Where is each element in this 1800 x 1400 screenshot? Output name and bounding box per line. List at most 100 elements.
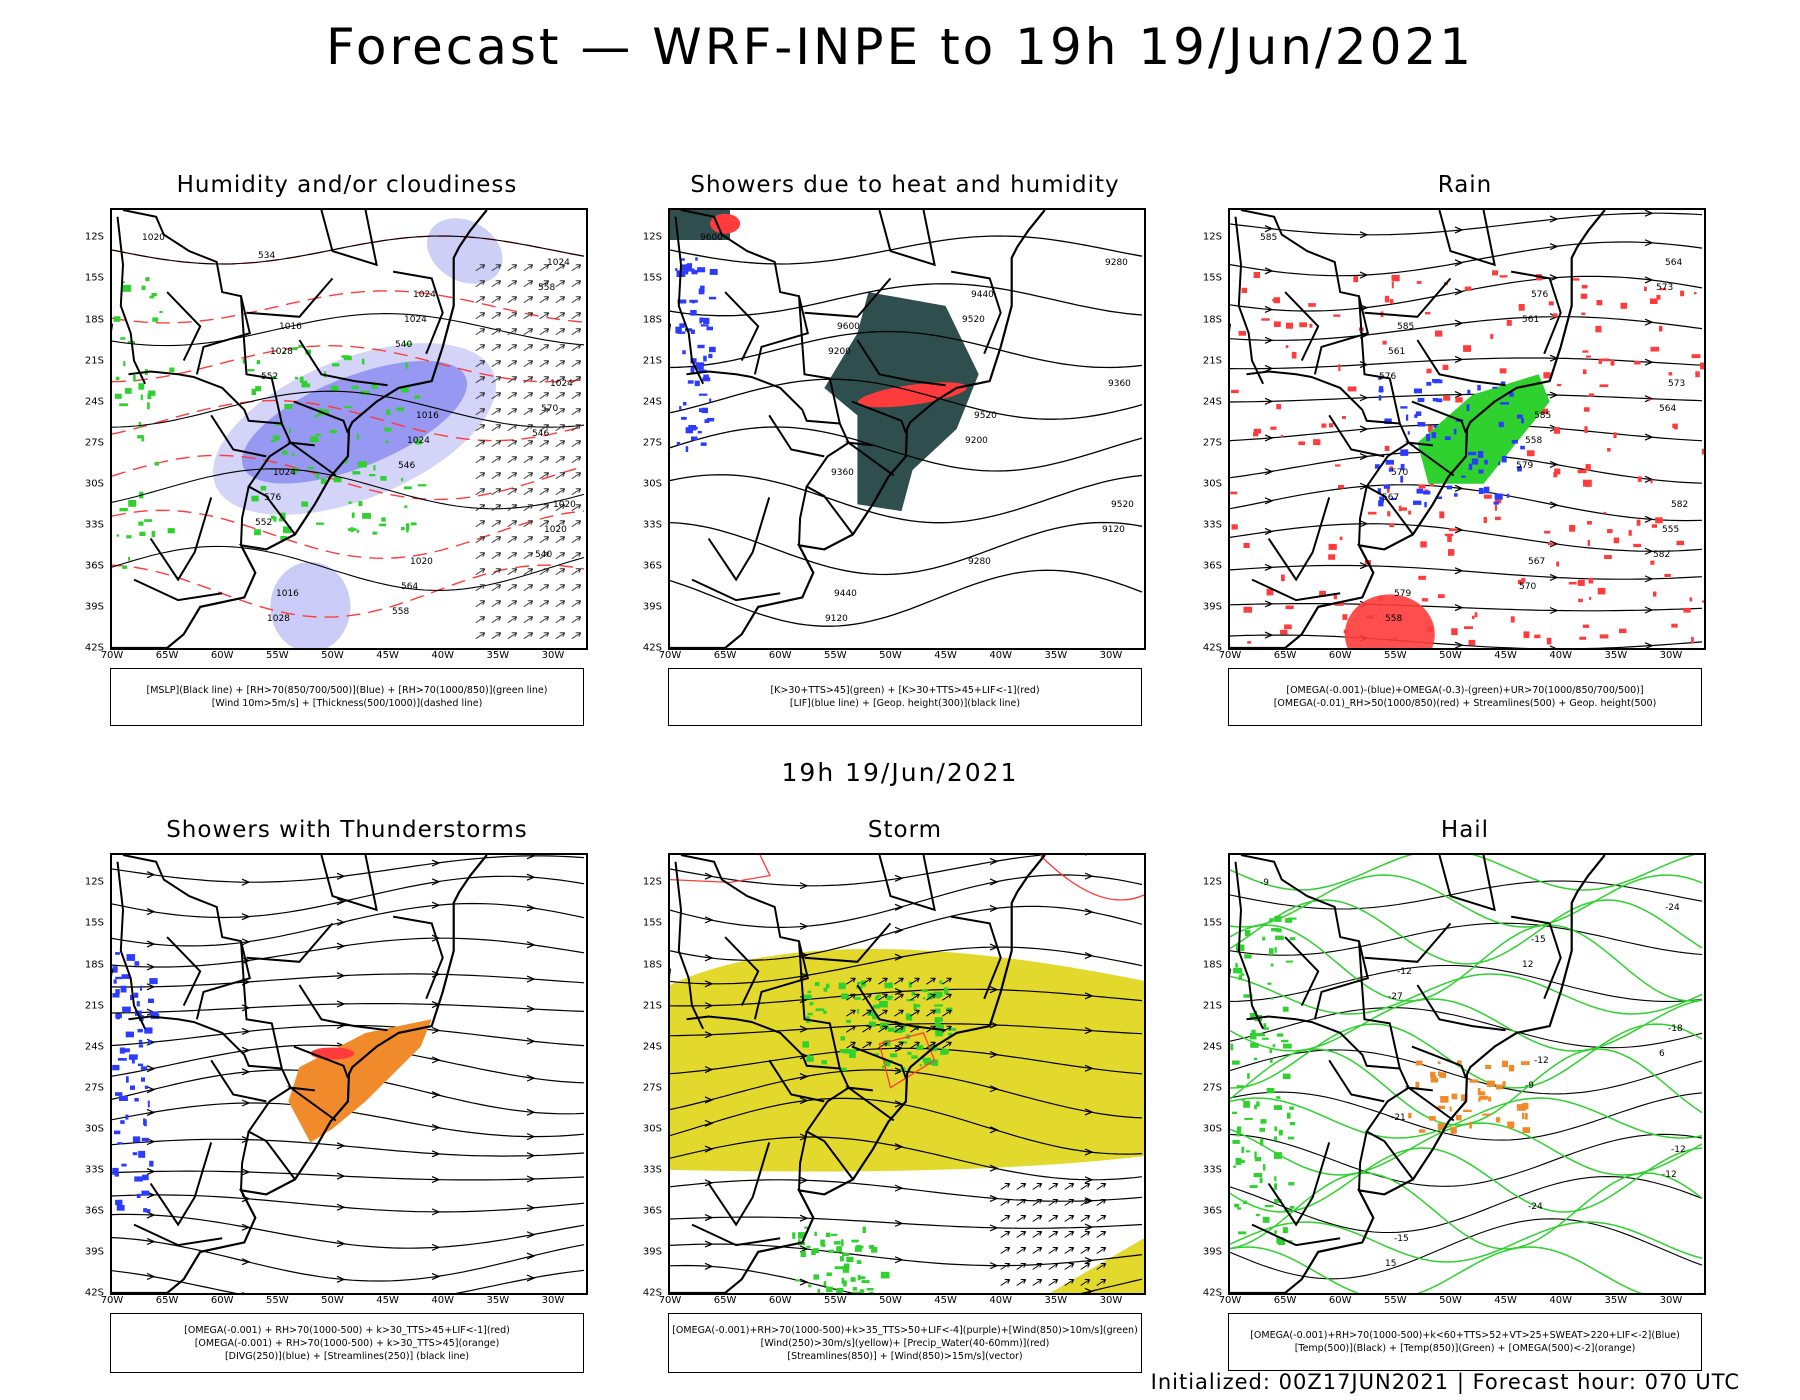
border-line: [286, 1086, 337, 1122]
init-footer: Initialized: 00Z17JUN2021 | Forecast hou…: [1150, 1370, 1740, 1394]
latitude-tick-label: 12S: [84, 231, 104, 243]
longitude-axis: 70W 65W 60W 55W 50W 45W 40W 35W 30W: [1219, 650, 1702, 664]
border-line: [166, 291, 202, 362]
contour-label: 573: [1668, 379, 1685, 389]
longitude-tick-label: 55W: [266, 1295, 289, 1306]
border-line: [844, 441, 895, 477]
legend-line: [DIVG(250)](blue) + [Streamlines(250)] (…: [224, 1350, 470, 1362]
latitude-tick-label: 36S: [1202, 1205, 1222, 1217]
panel-title: Hail: [1440, 817, 1490, 843]
border-line: [1313, 940, 1369, 1020]
panel-title: Showers due to heat and humidity: [690, 172, 1120, 198]
longitude-axis: 70W 65W 60W 55W 50W 45W 40W 35W 30W: [659, 650, 1142, 664]
longitude-axis: 70W 65W 60W 55W 50W 45W 40W 35W 30W: [101, 1295, 584, 1309]
contour-label: 1024: [404, 315, 427, 325]
latitude-tick-label: 18S: [642, 959, 662, 970]
border-line: [753, 940, 809, 1020]
border-line: [1404, 1086, 1455, 1122]
contour-label: 540: [535, 550, 552, 560]
red-core: [858, 382, 967, 408]
latitude-tick-label: 18S: [84, 314, 104, 325]
contour-label: 573: [1656, 283, 1673, 293]
border-line: [768, 1059, 825, 1103]
latitude-tick-label: 39S: [1202, 601, 1222, 613]
contour-label: 9360: [831, 468, 854, 478]
coastline: [670, 855, 1046, 1293]
border-line: [133, 1223, 223, 1247]
border-line: [680, 210, 854, 535]
border-line: [1234, 216, 1265, 385]
contour-label: 9600: [837, 322, 860, 332]
contour-label: -24: [1528, 1202, 1543, 1212]
contour-label: 9520: [962, 315, 985, 325]
omega-red-core: [1344, 594, 1435, 648]
longitude-tick-label: 45W: [376, 1295, 399, 1306]
longitude-tick-label: 35W: [1044, 1295, 1068, 1306]
contour-label: 564: [401, 582, 418, 592]
longitude-tick-label: 35W: [1604, 1295, 1628, 1306]
border-line: [707, 1142, 771, 1227]
longitude-tick-label: 70W: [100, 1295, 124, 1306]
omega-blue-shading: [1374, 376, 1525, 508]
longitude-tick-label: 50W: [1439, 650, 1462, 661]
longitude-axis: 70W 65W 60W 55W 50W 45W 40W 35W 30W: [1219, 1295, 1702, 1309]
contour-label: -21: [1391, 1113, 1406, 1123]
k-tts-lif-red-shading: [710, 213, 967, 408]
longitude-tick-label: 65W: [1273, 650, 1297, 661]
contour-label: 546: [532, 429, 549, 439]
longitude-axis: 70W 65W 60W 55W 50W 45W 40W 35W 30W: [659, 1295, 1142, 1309]
legend-line: [Wind 10m>5m/s] + [Thickness(500/1000)](…: [211, 698, 483, 709]
omega-500-orange-shading: [1408, 1060, 1530, 1134]
contour-label: 561: [1388, 347, 1405, 357]
contour-label: 9520: [1111, 500, 1134, 510]
longitude-tick-label: 55W: [824, 1295, 847, 1306]
latitude-tick-label: 24S: [1202, 396, 1222, 408]
latitude-tick-label: 33S: [84, 519, 104, 531]
latitude-tick-label: 27S: [1202, 437, 1222, 449]
latitude-tick-label: 15S: [84, 917, 104, 929]
latitude-tick-label: 39S: [642, 1246, 662, 1258]
contour-label: 1016: [416, 411, 439, 421]
border-line: [116, 861, 147, 1030]
border-line: [768, 414, 825, 458]
border-line: [298, 339, 388, 387]
border-line: [166, 936, 202, 1007]
latitude-axis: 12S 15S 18S 21S 24S 27S 30S 33S 36S 39S 42S: [624, 853, 664, 1299]
border-line: [116, 216, 147, 385]
latitude-tick-label: 42S: [84, 1287, 104, 1299]
legend-line: [Streamlines(850)] + [Wind(850)>15m/s](v…: [787, 1350, 1023, 1362]
border-line: [1234, 861, 1265, 1030]
coastline: [1230, 855, 1606, 1293]
latitude-tick-label: 30S: [642, 1123, 662, 1135]
longitude-tick-label: 30W: [541, 650, 565, 661]
border-line: [1438, 210, 1496, 267]
legend-line: [Wind(250)>30m/s](yellow)+ [Precip_Water…: [760, 1337, 1050, 1349]
height-labels: 585 585 585 582 579 576 573 570 567 564 561 558 555 5…: [1260, 233, 1688, 624]
longitude-tick-label: 30W: [1099, 1295, 1123, 1306]
longitude-tick-label: 65W: [155, 1295, 179, 1306]
longitude-tick-label: 50W: [1439, 1295, 1462, 1306]
border-line: [1328, 1059, 1385, 1103]
border-line: [133, 578, 223, 602]
latitude-tick-label: 42S: [84, 642, 104, 654]
longitude-tick-label: 45W: [1494, 1295, 1517, 1306]
latitude-tick-label: 27S: [1202, 1082, 1222, 1094]
contour-label: -24: [1665, 903, 1680, 913]
panel-legend: [OMEGA(-0.001) + RH>70(1000-500) + k>30_…: [110, 1313, 584, 1373]
panel-legend: [OMEGA(-0.001)-(blue)+OMEGA(-0.3)-(green…: [1228, 668, 1702, 726]
longitude-tick-label: 30W: [1099, 650, 1123, 661]
latitude-tick-label: 21S: [84, 355, 104, 367]
longitude-tick-label: 65W: [713, 650, 737, 661]
longitude-tick-label: 45W: [934, 650, 957, 661]
legend-line: [OMEGA(-0.001)+RH>70(1000-500)+k>35_TTS>…: [672, 1324, 1138, 1336]
orange-shading: [288, 1019, 432, 1143]
contour-label: 15: [1385, 1259, 1396, 1269]
contour-label: -15: [1394, 1234, 1409, 1244]
longitude-tick-label: 55W: [1384, 1295, 1407, 1306]
border-line: [856, 339, 946, 387]
border-line: [1416, 339, 1506, 387]
longitude-tick-label: 35W: [1044, 650, 1068, 661]
contour-label: 546: [398, 461, 415, 471]
longitude-tick-label: 60W: [1328, 650, 1352, 661]
wind-850-vectors: [1000, 1183, 1107, 1286]
